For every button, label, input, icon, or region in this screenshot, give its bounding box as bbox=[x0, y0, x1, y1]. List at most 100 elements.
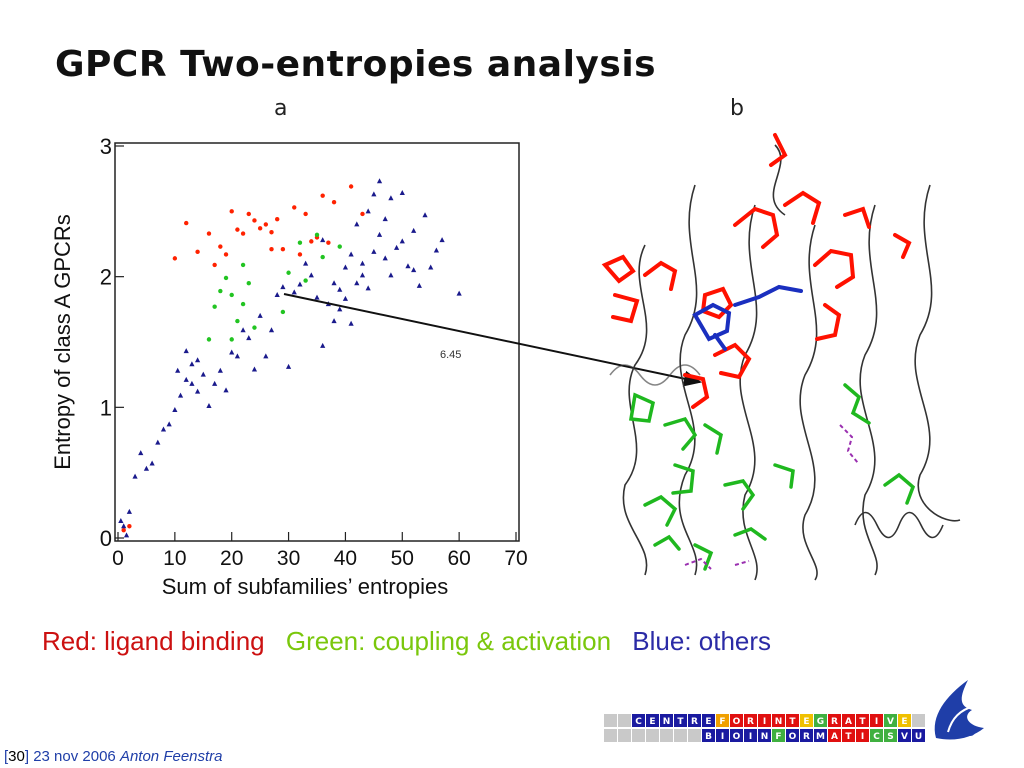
data-point-blue bbox=[126, 508, 132, 514]
data-point-blue bbox=[121, 523, 127, 529]
page-number: 30 bbox=[8, 748, 25, 765]
data-point-blue bbox=[394, 244, 400, 250]
x-tick-label: 40 bbox=[334, 547, 357, 570]
axis-ticks bbox=[115, 145, 517, 541]
logo-letter: E bbox=[901, 717, 907, 727]
data-point-blue bbox=[155, 439, 161, 445]
logo-cell bbox=[632, 729, 645, 742]
data-point-blue bbox=[280, 284, 286, 290]
data-point-blue bbox=[212, 380, 218, 386]
data-point-blue bbox=[354, 280, 360, 286]
logo-letter-box bbox=[800, 729, 813, 742]
logo-letter-box bbox=[842, 729, 855, 742]
data-point-blue bbox=[246, 335, 252, 341]
logo-letter-box bbox=[758, 729, 771, 742]
data-point-red bbox=[212, 262, 217, 268]
logo-letter: F bbox=[775, 732, 781, 742]
data-point-blue bbox=[172, 406, 178, 412]
data-point-green bbox=[337, 244, 342, 249]
data-point-blue bbox=[183, 348, 189, 354]
data-point-blue bbox=[143, 465, 150, 471]
data-point-green bbox=[229, 292, 234, 298]
logo-letter-box bbox=[842, 714, 855, 727]
logo-letter-box bbox=[730, 714, 743, 727]
data-point-blue bbox=[365, 285, 371, 291]
data-point-blue bbox=[229, 349, 235, 355]
data-point-blue bbox=[382, 255, 388, 261]
logo-letter: E bbox=[803, 717, 809, 727]
logo-letter-box bbox=[814, 729, 827, 742]
data-point-blue bbox=[177, 392, 184, 398]
data-point-red bbox=[206, 231, 212, 236]
data-point-blue bbox=[422, 212, 428, 218]
logo-letter: T bbox=[789, 717, 796, 727]
data-point-blue bbox=[405, 263, 411, 269]
logo-cell bbox=[618, 714, 631, 727]
color-legend: Red: ligand binding Green: coupling & ac… bbox=[42, 626, 785, 657]
logo-letter-box bbox=[674, 714, 687, 727]
data-point-blue bbox=[123, 532, 130, 538]
legend-green: Green: coupling & activation bbox=[285, 626, 612, 656]
data-point-red bbox=[121, 527, 126, 533]
data-point-red bbox=[331, 199, 337, 205]
data-point-red bbox=[223, 252, 229, 257]
data-point-red bbox=[240, 231, 246, 236]
data-point-blue bbox=[320, 237, 326, 243]
data-point-red bbox=[269, 247, 274, 252]
data-point-red bbox=[269, 230, 274, 235]
logo-letter: G bbox=[817, 717, 824, 727]
x-tick-label: 10 bbox=[163, 547, 186, 570]
data-point-blue bbox=[337, 286, 343, 292]
logo-letter: R bbox=[747, 717, 754, 727]
data-point-blue bbox=[359, 272, 366, 278]
data-point-blue bbox=[348, 251, 354, 257]
data-point-blue bbox=[274, 291, 280, 297]
data-point-red bbox=[257, 226, 263, 231]
y-tick-label: 0 bbox=[100, 526, 112, 551]
logo-letter: I bbox=[861, 732, 864, 742]
data-point-blue bbox=[388, 195, 394, 201]
logo-letter-box bbox=[744, 714, 757, 727]
x-tick-label: 70 bbox=[504, 547, 527, 570]
logo-cell bbox=[604, 729, 617, 742]
logo-letter-box bbox=[758, 714, 771, 727]
logo-letter: F bbox=[719, 717, 725, 727]
data-point-green bbox=[303, 278, 308, 283]
data-point-blue bbox=[331, 280, 337, 286]
logo-letter-box bbox=[730, 729, 743, 742]
logo-cell bbox=[674, 729, 687, 742]
data-point-blue bbox=[138, 450, 144, 456]
panel-b-label: b bbox=[730, 96, 744, 121]
data-point-blue bbox=[268, 327, 275, 333]
logo-letter: O bbox=[789, 732, 797, 742]
data-point-green bbox=[229, 337, 234, 342]
data-point-green bbox=[252, 325, 257, 330]
data-point-green bbox=[280, 309, 286, 315]
logo-letter: N bbox=[775, 717, 783, 727]
data-point-blue bbox=[388, 272, 394, 278]
data-point-blue bbox=[382, 216, 388, 222]
logo-letter-box bbox=[660, 714, 673, 727]
logo-letter-box bbox=[786, 729, 799, 742]
x-tick-label: 30 bbox=[277, 547, 300, 570]
y-axis-label: Entropy of class A GPCRs bbox=[50, 214, 75, 470]
data-point-red bbox=[320, 193, 325, 198]
legend-blue: Blue: others bbox=[632, 626, 772, 656]
logo-letter: T bbox=[845, 732, 852, 742]
data-point-red bbox=[127, 524, 132, 529]
data-point-red bbox=[303, 211, 308, 217]
logo-cell bbox=[688, 729, 701, 742]
logo-letter-box bbox=[828, 729, 841, 742]
data-point-blue bbox=[376, 231, 383, 237]
logo-letter: N bbox=[761, 732, 769, 742]
data-point-blue bbox=[411, 267, 417, 273]
data-point-blue bbox=[189, 361, 195, 367]
logo-letter-box bbox=[716, 714, 729, 727]
logo-letter: I bbox=[749, 732, 752, 742]
data-point-blue bbox=[433, 247, 439, 253]
plot-area-frame bbox=[114, 142, 520, 542]
data-point-blue bbox=[297, 281, 303, 287]
y-tick-label: 3 bbox=[100, 134, 112, 159]
data-point-green bbox=[246, 281, 251, 286]
